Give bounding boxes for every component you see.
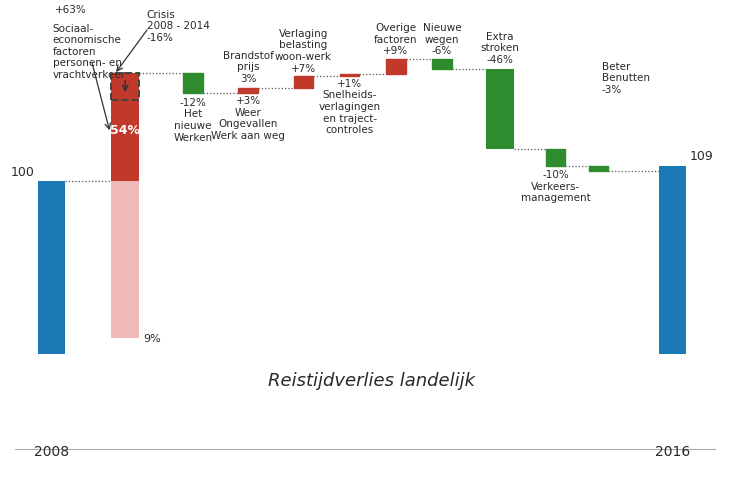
Bar — [293, 77, 313, 89]
Text: +63%: +63% — [55, 5, 86, 15]
Text: 54%: 54% — [110, 124, 140, 137]
Text: Brandstof
prijs
3%: Brandstof prijs 3% — [223, 51, 274, 84]
Bar — [386, 60, 406, 75]
Text: 109: 109 — [689, 150, 713, 163]
Text: 2016: 2016 — [655, 444, 690, 458]
Text: Sociaal-
economische
factoren
personen- en
vrachtverkeer: Sociaal- economische factoren personen- … — [53, 23, 126, 80]
Text: Reistijdverlies landelijk: Reistijdverlies landelijk — [268, 371, 474, 389]
Text: 100: 100 — [11, 165, 34, 179]
Text: Verlaging
belasting
woon-werk
+7%: Verlaging belasting woon-werk +7% — [275, 29, 332, 74]
Bar — [112, 74, 139, 182]
Text: -10%
Verkeers-
management: -10% Verkeers- management — [520, 170, 591, 203]
Bar — [112, 182, 139, 339]
Text: Overige
factoren
+9%: Overige factoren +9% — [374, 23, 418, 56]
Text: Extra
stroken
-46%: Extra stroken -46% — [481, 32, 520, 65]
Bar — [239, 89, 258, 94]
Text: Crisis
2008 - 2014
-16%: Crisis 2008 - 2014 -16% — [147, 10, 210, 43]
Text: Nieuwe
wegen
-6%: Nieuwe wegen -6% — [423, 23, 461, 56]
Text: +3%
Weer
Ongevallen
Werk aan weg: +3% Weer Ongevallen Werk aan weg — [211, 96, 285, 141]
Bar — [38, 182, 65, 354]
Bar — [432, 60, 452, 70]
Text: -12%
Het
nieuwe
Werken: -12% Het nieuwe Werken — [173, 98, 212, 142]
Bar — [183, 74, 203, 94]
Text: Beter
Benutten
-3%: Beter Benutten -3% — [602, 61, 650, 95]
Text: +1%
Snelheids-
verlagingen
en traject-
controles: +1% Snelheids- verlagingen en traject- c… — [318, 79, 380, 135]
Text: 2008: 2008 — [34, 444, 69, 458]
Bar — [486, 70, 514, 149]
Bar — [589, 166, 608, 172]
Text: 9%: 9% — [143, 334, 161, 344]
Bar — [339, 75, 359, 77]
Bar — [546, 149, 566, 166]
Bar — [658, 166, 686, 354]
